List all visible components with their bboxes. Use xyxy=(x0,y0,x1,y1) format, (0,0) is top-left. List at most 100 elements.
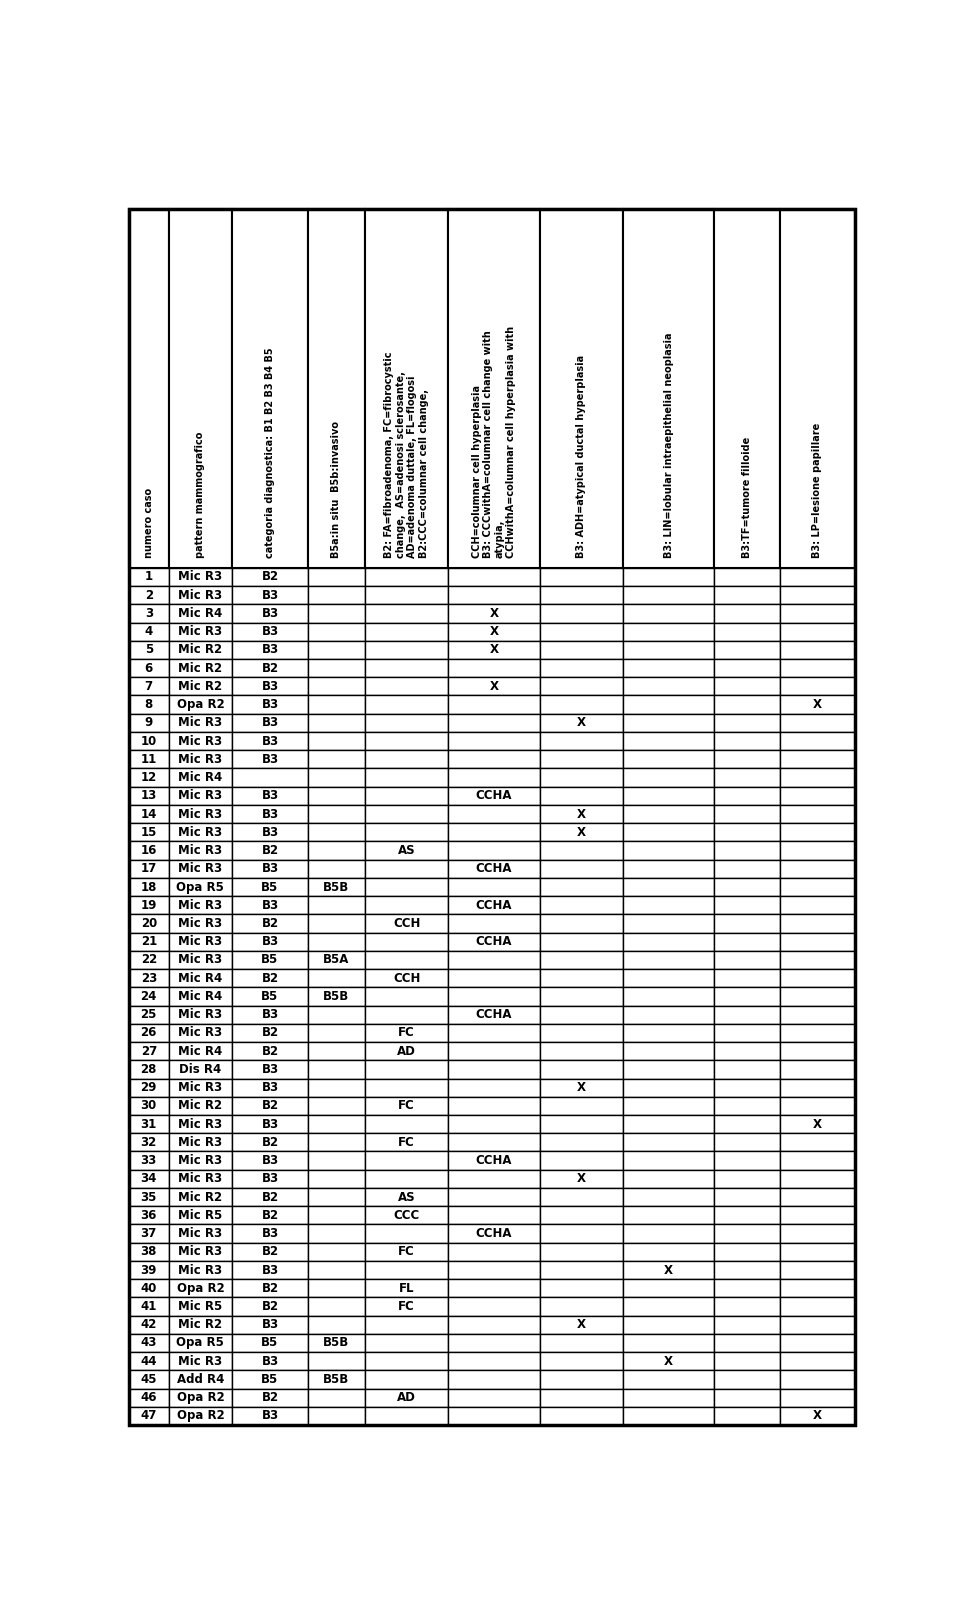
Text: Dis R4: Dis R4 xyxy=(180,1063,222,1076)
Text: B3: B3 xyxy=(261,807,278,820)
Bar xyxy=(780,824,855,841)
Text: X: X xyxy=(490,607,498,620)
Bar xyxy=(623,1079,714,1097)
Bar xyxy=(448,714,540,731)
Bar xyxy=(169,1188,232,1205)
Bar xyxy=(232,751,308,769)
Text: 11: 11 xyxy=(141,752,156,765)
Text: B3: B3 xyxy=(261,825,278,838)
Bar xyxy=(365,641,448,659)
Bar xyxy=(232,1042,308,1060)
Bar xyxy=(780,641,855,659)
Bar xyxy=(232,1188,308,1205)
Text: B2: B2 xyxy=(261,1099,278,1113)
Text: Mic R3: Mic R3 xyxy=(179,1154,223,1167)
Bar xyxy=(540,841,623,859)
Bar xyxy=(780,586,855,604)
Text: B5B: B5B xyxy=(324,990,349,1003)
Bar xyxy=(308,1406,365,1425)
Text: B3: B3 xyxy=(261,644,278,657)
Bar xyxy=(540,1388,623,1406)
Bar xyxy=(780,987,855,1005)
Bar xyxy=(714,1188,780,1205)
Bar xyxy=(232,568,308,586)
Text: Mic R3: Mic R3 xyxy=(179,917,223,930)
Bar xyxy=(448,604,540,623)
Bar xyxy=(540,641,623,659)
Bar xyxy=(540,914,623,932)
Text: X: X xyxy=(577,1319,586,1332)
Text: Mic R2: Mic R2 xyxy=(179,680,223,693)
Bar xyxy=(714,1060,780,1079)
Bar xyxy=(129,568,169,586)
Bar xyxy=(129,623,169,641)
Bar xyxy=(780,659,855,678)
Text: Add R4: Add R4 xyxy=(177,1374,224,1387)
Bar xyxy=(169,1280,232,1298)
Bar xyxy=(129,1280,169,1298)
Bar xyxy=(623,932,714,951)
Bar xyxy=(540,1298,623,1315)
Bar xyxy=(169,751,232,769)
Text: Mic R3: Mic R3 xyxy=(179,1173,223,1186)
Text: Opa R5: Opa R5 xyxy=(177,1336,225,1349)
Bar xyxy=(308,1097,365,1115)
Text: 40: 40 xyxy=(140,1281,157,1294)
Bar xyxy=(540,1353,623,1370)
Text: B2: B2 xyxy=(261,1299,278,1314)
Bar xyxy=(448,1060,540,1079)
Bar xyxy=(448,659,540,678)
Bar xyxy=(448,1024,540,1042)
Bar xyxy=(623,1298,714,1315)
Bar xyxy=(448,1115,540,1133)
Bar xyxy=(365,751,448,769)
Text: 45: 45 xyxy=(140,1374,157,1387)
Bar xyxy=(232,1353,308,1370)
Bar xyxy=(169,1370,232,1388)
Bar xyxy=(780,804,855,824)
Text: 3: 3 xyxy=(145,607,153,620)
Bar xyxy=(623,568,714,586)
Text: B5B: B5B xyxy=(324,1374,349,1387)
Bar xyxy=(308,1388,365,1406)
Text: Mic R3: Mic R3 xyxy=(179,752,223,765)
Bar xyxy=(308,1133,365,1152)
Text: 2: 2 xyxy=(145,589,153,602)
Bar xyxy=(232,623,308,641)
Bar xyxy=(623,1097,714,1115)
Bar xyxy=(232,951,308,969)
Bar xyxy=(169,879,232,896)
Bar xyxy=(365,1133,448,1152)
Bar xyxy=(308,914,365,932)
Text: 42: 42 xyxy=(140,1319,157,1332)
Text: B3: B3 xyxy=(261,1154,278,1167)
Bar xyxy=(714,1315,780,1333)
Bar xyxy=(169,932,232,951)
Bar xyxy=(232,696,308,714)
Bar xyxy=(623,641,714,659)
Bar xyxy=(365,1225,448,1243)
Text: 20: 20 xyxy=(141,917,156,930)
Bar xyxy=(448,1097,540,1115)
Bar xyxy=(308,1298,365,1315)
Bar xyxy=(365,1353,448,1370)
Bar xyxy=(308,824,365,841)
Bar xyxy=(365,841,448,859)
Bar xyxy=(623,879,714,896)
Bar xyxy=(448,1406,540,1425)
Bar xyxy=(308,586,365,604)
Text: Mic R3: Mic R3 xyxy=(179,1136,223,1149)
Bar xyxy=(623,1406,714,1425)
Text: B5: B5 xyxy=(261,953,278,966)
Bar xyxy=(623,714,714,731)
Bar xyxy=(129,604,169,623)
Bar xyxy=(365,731,448,751)
Bar xyxy=(169,804,232,824)
Bar xyxy=(780,896,855,914)
Bar xyxy=(540,987,623,1005)
Text: X: X xyxy=(664,1264,673,1277)
Text: B5: B5 xyxy=(261,990,278,1003)
Bar xyxy=(308,1042,365,1060)
Text: 34: 34 xyxy=(140,1173,157,1186)
Bar xyxy=(308,731,365,751)
